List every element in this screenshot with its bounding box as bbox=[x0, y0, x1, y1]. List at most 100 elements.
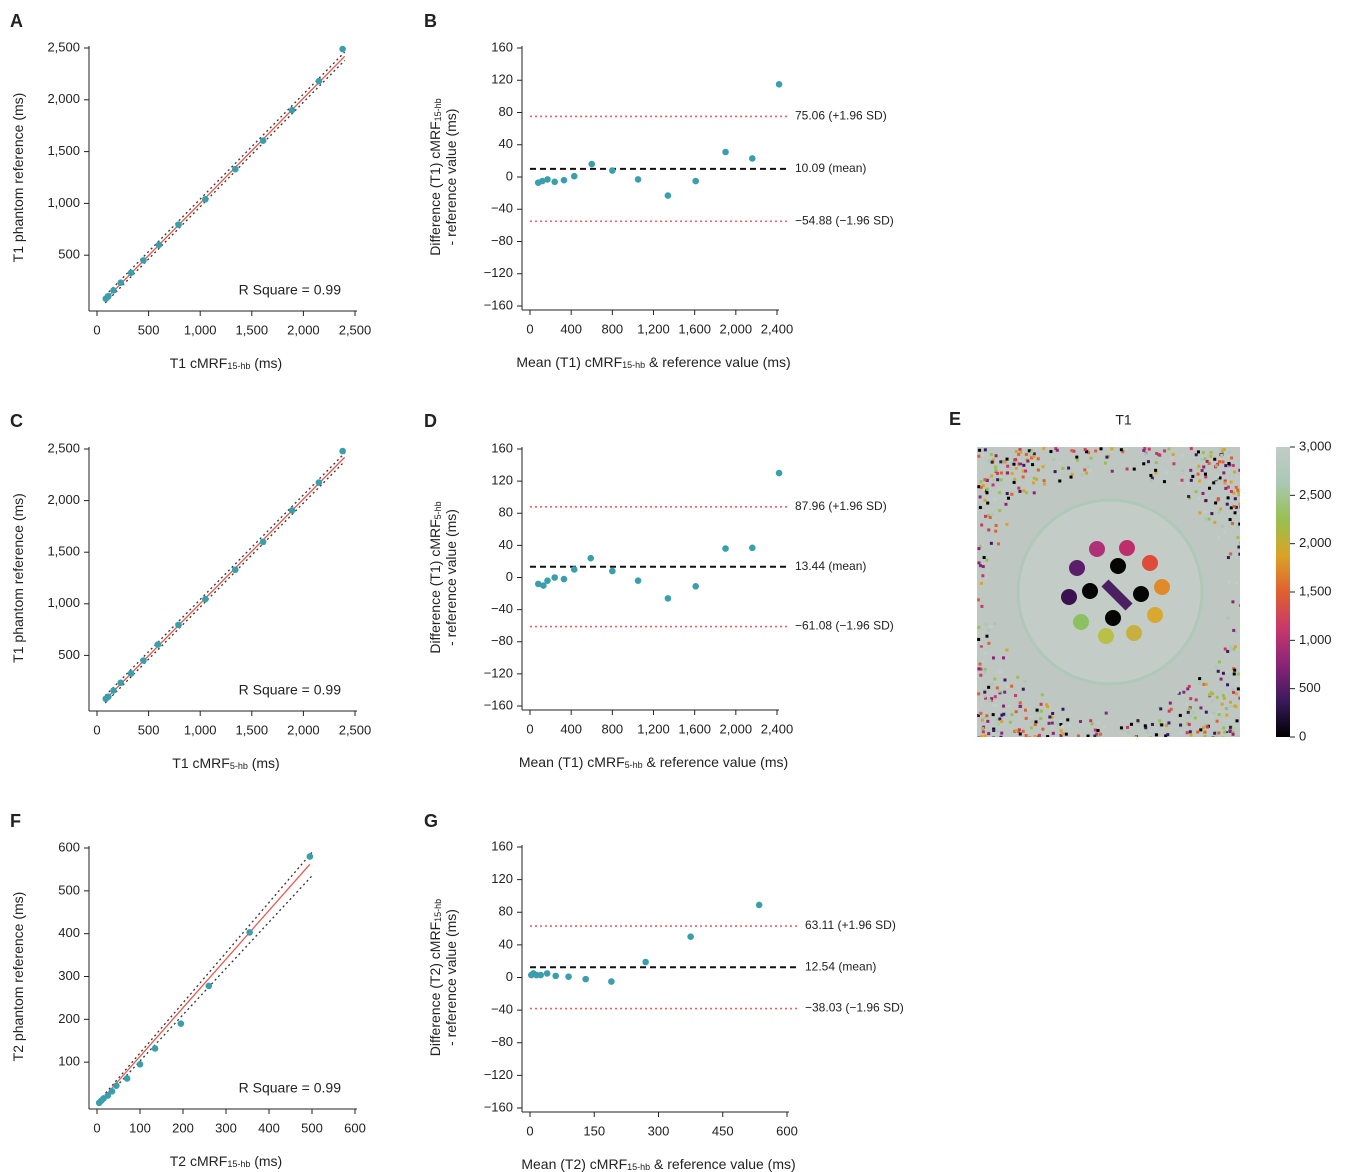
noise-pixel bbox=[998, 509, 1001, 512]
noise-pixel bbox=[1195, 698, 1198, 701]
noise-pixel bbox=[1019, 705, 1022, 708]
noise-pixel bbox=[1217, 731, 1220, 734]
axis-title-subscript: 5-hb bbox=[625, 760, 643, 770]
x-tick-label: 0 bbox=[93, 722, 100, 737]
noise-pixel bbox=[996, 686, 999, 689]
y-tick-label: 120 bbox=[491, 871, 513, 886]
y-tick-label: −40 bbox=[491, 601, 513, 616]
noise-pixel bbox=[991, 513, 994, 516]
vial bbox=[1154, 579, 1170, 595]
noise-pixel bbox=[1180, 479, 1183, 482]
noise-pixel bbox=[1037, 457, 1040, 460]
point bbox=[642, 959, 649, 966]
point bbox=[113, 1082, 120, 1089]
noise-pixel bbox=[1237, 673, 1240, 676]
noise-pixel bbox=[980, 582, 983, 585]
noise-pixel bbox=[1236, 525, 1239, 528]
noise-pixel bbox=[1204, 457, 1207, 460]
y-tick-label: 500 bbox=[58, 247, 80, 262]
noise-pixel bbox=[1043, 483, 1046, 486]
vial bbox=[1105, 610, 1121, 626]
noise-pixel bbox=[1154, 469, 1157, 472]
noise-pixel bbox=[1223, 448, 1226, 451]
vial bbox=[1069, 560, 1085, 576]
noise-pixel bbox=[1075, 456, 1078, 459]
noise-pixel bbox=[989, 516, 992, 519]
y-tick-label: 400 bbox=[58, 925, 80, 940]
noise-pixel bbox=[983, 478, 986, 481]
noise-pixel bbox=[1142, 449, 1145, 452]
x-tick-label: 400 bbox=[560, 321, 582, 336]
noise-pixel bbox=[1159, 707, 1162, 710]
point bbox=[232, 566, 239, 573]
axis-title: - reference value (ms) bbox=[443, 509, 459, 646]
noise-pixel bbox=[996, 478, 999, 481]
reference-label: −54.88 (−1.96 SD) bbox=[795, 213, 894, 227]
point bbox=[260, 539, 267, 546]
noise-pixel bbox=[992, 729, 995, 732]
noise-pixel bbox=[995, 704, 998, 707]
y-tick-label: −80 bbox=[491, 633, 513, 648]
noise-pixel bbox=[1204, 475, 1207, 478]
point bbox=[124, 1075, 131, 1082]
noise-pixel bbox=[1198, 511, 1201, 514]
colorbar-tick-label: 0 bbox=[1299, 728, 1306, 743]
noise-pixel bbox=[985, 559, 988, 562]
noise-pixel bbox=[1002, 713, 1005, 716]
reference-label: −61.08 (−1.96 SD) bbox=[795, 619, 894, 633]
x-tick-label: 1,600 bbox=[678, 721, 711, 736]
noise-pixel bbox=[1026, 460, 1029, 463]
x-tick-label: 1,500 bbox=[236, 322, 269, 337]
point bbox=[722, 545, 729, 552]
noise-pixel bbox=[977, 638, 980, 641]
axis-title: T1 cMRF15-hb (ms) bbox=[170, 355, 282, 372]
axis-title-subscript: 15-hb bbox=[227, 1159, 250, 1169]
noise-pixel bbox=[1059, 462, 1062, 465]
noise-pixel bbox=[1216, 696, 1219, 699]
noise-pixel bbox=[1061, 732, 1064, 735]
axis-title-text: Difference (T1) cMRF bbox=[427, 121, 443, 255]
noise-pixel bbox=[1222, 726, 1225, 729]
noise-pixel bbox=[1036, 709, 1039, 712]
noise-pixel bbox=[1235, 582, 1238, 585]
noise-pixel bbox=[1070, 476, 1073, 479]
noise-pixel bbox=[1225, 714, 1228, 717]
axis-title-text: T1 phantom reference (ms) bbox=[10, 493, 26, 663]
point bbox=[206, 983, 213, 990]
noise-pixel bbox=[1232, 691, 1235, 694]
point bbox=[307, 853, 314, 860]
noise-pixel bbox=[1187, 711, 1190, 714]
colorbar-tick-label: 2,000 bbox=[1299, 535, 1332, 550]
noise-pixel bbox=[993, 622, 996, 625]
noise-pixel bbox=[1010, 713, 1013, 716]
noise-pixel bbox=[1229, 701, 1232, 704]
x-tick-label: 800 bbox=[601, 721, 623, 736]
noise-pixel bbox=[1230, 490, 1233, 493]
axis-title: T1 phantom reference (ms) bbox=[10, 493, 26, 663]
point bbox=[552, 973, 559, 980]
y-tick-label: 100 bbox=[58, 1054, 80, 1069]
noise-pixel bbox=[1233, 672, 1236, 675]
noise-pixel bbox=[1186, 482, 1189, 485]
noise-pixel bbox=[1037, 469, 1040, 472]
noise-pixel bbox=[1190, 447, 1193, 450]
noise-pixel bbox=[1238, 553, 1241, 556]
vial bbox=[1089, 541, 1105, 557]
point bbox=[588, 161, 595, 168]
y-tick-label: 2,000 bbox=[47, 492, 80, 507]
noise-pixel bbox=[1225, 728, 1228, 731]
noise-pixel bbox=[1046, 735, 1049, 738]
noise-pixel bbox=[1030, 720, 1033, 723]
noise-pixel bbox=[1224, 487, 1227, 490]
axis-title-text: & reference value (ms) bbox=[645, 354, 791, 370]
noise-pixel bbox=[997, 542, 1000, 545]
noise-pixel bbox=[1218, 460, 1221, 463]
noise-pixel bbox=[987, 528, 990, 531]
noise-pixel bbox=[1220, 454, 1223, 457]
y-tick-label: 120 bbox=[491, 72, 513, 87]
noise-pixel bbox=[1163, 449, 1166, 452]
noise-pixel bbox=[1061, 725, 1064, 728]
panel-label: E bbox=[949, 409, 961, 429]
noise-pixel bbox=[1208, 462, 1211, 465]
noise-pixel bbox=[977, 485, 980, 488]
